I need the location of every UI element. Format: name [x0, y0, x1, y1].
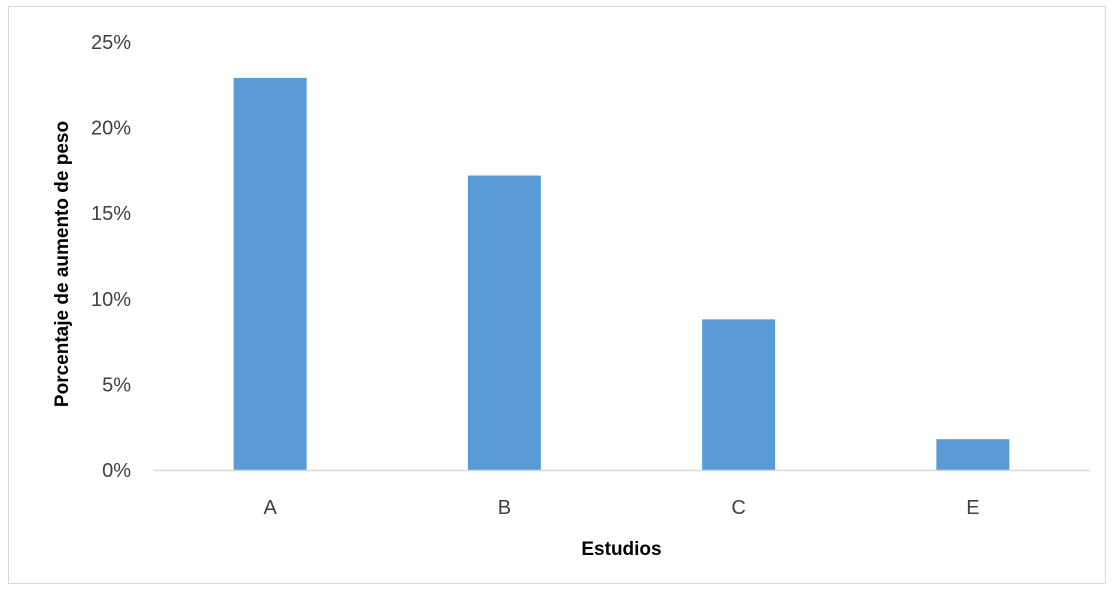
- bar-A: [233, 77, 307, 471]
- x-tick-label: B: [498, 497, 511, 519]
- bar-C: [702, 319, 776, 470]
- bar-B: [467, 175, 541, 470]
- y-tick-label: 25%: [91, 32, 131, 54]
- bar-E: [936, 439, 1010, 470]
- y-tick-label: 5%: [102, 374, 131, 396]
- x-tick-label: E: [966, 497, 979, 519]
- y-axis-title: Porcentaje de aumento de peso: [52, 121, 73, 407]
- y-axis-ticks: 0% 5% 10% 15% 20% 25%: [91, 32, 131, 482]
- x-tick-label: C: [731, 497, 745, 519]
- x-axis-title: Estudios: [581, 539, 661, 560]
- x-tick-label: A: [263, 497, 277, 519]
- y-tick-label: 20%: [91, 118, 131, 140]
- y-tick-label: 0%: [102, 460, 131, 482]
- chart-frame: [8, 6, 1106, 584]
- bars: [233, 77, 1010, 471]
- y-tick-label: 10%: [91, 289, 131, 311]
- y-tick-label: 15%: [91, 203, 131, 225]
